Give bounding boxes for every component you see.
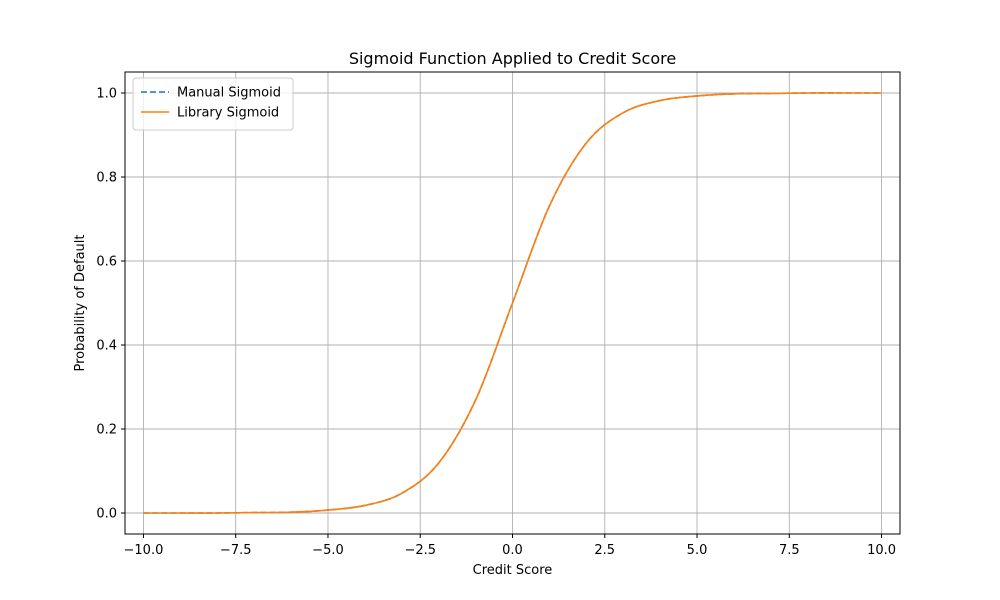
y-tick-label: 0.8 [96, 171, 117, 186]
x-tick-label: −7.5 [220, 543, 252, 558]
y-tick-label: 0.2 [96, 423, 117, 438]
library-sigmoid-line [143, 92, 882, 514]
y-axis-label: Probability of Default [73, 234, 88, 371]
x-tick-label: −10.0 [124, 543, 164, 558]
chart-title: Sigmoid Function Applied to Credit Score [349, 49, 676, 68]
series-lines [143, 92, 882, 514]
y-tick-label: 1.0 [96, 87, 117, 102]
axis-ticks: −10.0 −7.5 −5.0 −2.5 0.0 2.5 5.0 7.5 10.0 0.0 0.2 0… [96, 87, 896, 559]
legend-box [132, 77, 294, 131]
legend-label-manual-sigmoid: Manual Sigmoid [177, 86, 281, 101]
legend-label-library-sigmoid: Library Sigmoid [177, 106, 279, 121]
x-tick-label: 5.0 [687, 543, 708, 558]
x-axis-label: Credit Score [473, 563, 553, 578]
x-tick-label: −2.5 [404, 543, 436, 558]
y-tick-label: 0.6 [96, 255, 117, 270]
x-tick-label: 7.5 [779, 543, 800, 558]
x-tick-label: 10.0 [867, 543, 896, 558]
legend: Manual Sigmoid Library Sigmoid [132, 77, 294, 131]
grid [125, 72, 900, 534]
x-tick-label: −5.0 [312, 543, 344, 558]
y-tick-label: 0.0 [96, 507, 117, 522]
x-tick-label: 0.0 [502, 543, 523, 558]
x-tick-label: 2.5 [594, 543, 615, 558]
y-tick-label: 0.4 [96, 339, 117, 354]
